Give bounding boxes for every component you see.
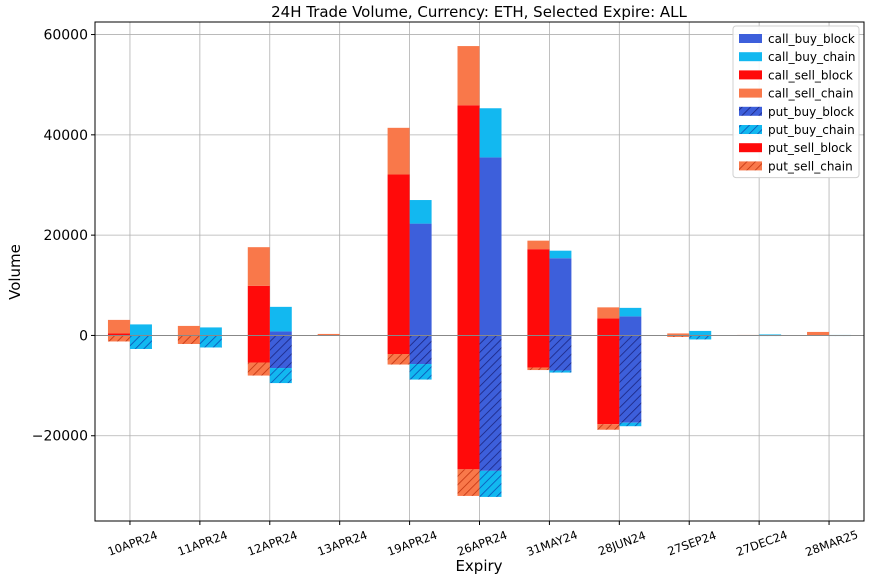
- bar-put-buy-block-12apr24: [269, 335, 292, 369]
- bar-put-sell-chain-28jun24: [597, 424, 620, 430]
- y-tick-label: 40000: [43, 128, 88, 144]
- x-tick-label-31may24: 31MAY24: [525, 528, 580, 559]
- bar-put-sell-chain-10apr24: [107, 335, 130, 342]
- bar-call-sell-chain-28jun24: [597, 307, 620, 319]
- bar-put-sell-block-12apr24: [247, 335, 270, 363]
- bar-put-buy-chain-10apr24: [129, 335, 152, 349]
- y-tick-label: −20000: [32, 429, 88, 445]
- bar-put-buy-block-31may24: [549, 335, 572, 371]
- legend-swatch-call-buy-chain: [739, 52, 762, 62]
- bar-put-sell-chain-11apr24: [177, 335, 200, 344]
- legend-swatch-call-sell-block: [739, 70, 762, 80]
- bar-put-sell-block-28jun24: [597, 335, 620, 425]
- y-tick-label: 60000: [43, 28, 88, 44]
- bar-call-sell-chain-19apr24: [387, 127, 410, 175]
- legend-swatch-put-buy-chain: [739, 125, 762, 134]
- bar-put-buy-chain-31may24: [549, 370, 572, 373]
- y-tick-label: 0: [79, 328, 88, 344]
- bar-put-sell-chain-26apr24: [457, 469, 480, 496]
- bar-call-sell-chain-26apr24: [457, 46, 480, 106]
- bar-call-buy-chain-19apr24: [409, 200, 432, 224]
- bar-put-sell-chain-12apr24: [247, 362, 270, 376]
- bar-put-buy-block-19apr24: [409, 335, 432, 365]
- bar-call-buy-chain-31may24: [549, 250, 572, 259]
- bar-call-sell-block-28jun24: [597, 318, 620, 336]
- bar-call-sell-chain-13apr24: [317, 333, 340, 336]
- legend-swatch-call-buy-block: [739, 34, 762, 43]
- legend-label-call-buy-chain: call_buy_chain: [768, 50, 855, 64]
- bar-call-sell-block-31may24: [527, 249, 550, 336]
- y-axis-label: Volume: [6, 244, 24, 300]
- bar-call-buy-chain-27sep24: [689, 330, 712, 336]
- bar-call-buy-chain-26apr24: [479, 108, 502, 158]
- legend-frame: [732, 25, 860, 179]
- bar-call-sell-chain-31may24: [527, 240, 550, 250]
- x-tick-label-26apr24: 26APR24: [455, 528, 509, 559]
- bar-call-buy-chain-27dec24: [759, 334, 782, 336]
- bar-call-sell-block-26apr24: [457, 105, 480, 336]
- legend-label-put-sell-chain: put_sell_chain: [768, 159, 853, 173]
- x-tick-label-12apr24: 12APR24: [246, 528, 300, 559]
- bar-put-sell-chain-31may24: [527, 367, 550, 371]
- x-tick-label-10apr24: 10APR24: [106, 528, 160, 559]
- bar-call-sell-chain-11apr24: [177, 325, 200, 336]
- bar-call-sell-block-10apr24: [107, 333, 130, 336]
- chart-title: 24H Trade Volume, Currency: ETH, Selecte…: [271, 3, 687, 21]
- bar-call-sell-chain-10apr24: [107, 319, 130, 334]
- bar-call-buy-block-12apr24: [269, 331, 292, 336]
- x-tick-label-27dec24: 27DEC24: [734, 528, 789, 559]
- x-axis-label: Expiry: [455, 557, 502, 575]
- bar-put-buy-chain-26apr24: [479, 470, 502, 497]
- bar-call-buy-block-19apr24: [409, 223, 432, 336]
- legend-label-put-buy-chain: put_buy_chain: [768, 123, 855, 137]
- legend-label-put-sell-block: put_sell_block: [768, 141, 852, 155]
- bar-call-sell-chain-28mar25: [807, 331, 830, 336]
- bar-call-buy-block-28jun24: [619, 316, 642, 336]
- bar-put-buy-chain-12apr24: [269, 368, 292, 384]
- legend-swatch-put-sell-block: [739, 143, 762, 153]
- bars-group: [107, 46, 852, 497]
- bar-put-buy-block-28jun24: [619, 335, 642, 423]
- bar-put-buy-chain-11apr24: [199, 335, 222, 348]
- x-axis-ticks: 10APR24 11APR24 12APR24 13APR24 19APR24 26APR…: [106, 521, 860, 559]
- x-tick-label-28jun24: 28JUN24: [596, 528, 647, 558]
- bar-call-buy-chain-28jun24: [619, 307, 642, 317]
- bar-call-sell-chain-27sep24: [667, 333, 690, 336]
- legend-label-call-sell-chain: call_sell_chain: [768, 87, 853, 101]
- x-tick-label-28mar25: 28MAR25: [803, 527, 860, 559]
- legend-swatch-put-buy-block: [739, 106, 762, 116]
- legend-label-put-buy-block: put_buy_block: [768, 105, 854, 119]
- y-axis-ticks: −20000 0 20000 40000 60000: [32, 28, 95, 445]
- bar-put-sell-block-26apr24: [457, 335, 480, 470]
- bar-call-sell-block-12apr24: [247, 285, 270, 336]
- bar-put-buy-chain-19apr24: [409, 364, 432, 380]
- bar-call-buy-chain-10apr24: [129, 324, 152, 336]
- bar-put-sell-chain-27sep24: [667, 335, 690, 337]
- legend: call_buy_block call_buy_chain call_sell_bl…: [732, 25, 860, 179]
- bar-put-sell-block-19apr24: [387, 335, 410, 354]
- legend-swatch-put-sell-chain: [739, 161, 762, 171]
- x-tick-label-27sep24: 27SEP24: [666, 528, 719, 559]
- bar-call-sell-block-19apr24: [387, 174, 410, 336]
- bar-call-buy-block-31may24: [549, 258, 572, 336]
- bar-call-buy-chain-11apr24: [199, 327, 222, 336]
- legend-label-call-buy-block: call_buy_block: [768, 32, 855, 46]
- bar-call-sell-chain-12apr24: [247, 247, 270, 286]
- legend-label-call-sell-block: call_sell_block: [768, 68, 853, 82]
- x-tick-label-13apr24: 13APR24: [315, 528, 369, 559]
- bar-call-buy-block-26apr24: [479, 157, 502, 336]
- bar-put-buy-block-26apr24: [479, 335, 502, 471]
- bar-put-sell-block-31may24: [527, 335, 550, 368]
- x-tick-label-19apr24: 19APR24: [385, 528, 439, 559]
- bar-call-buy-chain-12apr24: [269, 306, 292, 332]
- x-tick-label-11apr24: 11APR24: [176, 528, 230, 559]
- y-tick-label: 20000: [43, 228, 88, 244]
- bar-put-sell-chain-19apr24: [387, 353, 410, 365]
- legend-swatch-call-sell-chain: [739, 88, 762, 98]
- bar-put-buy-chain-28jun24: [619, 422, 642, 427]
- bar-put-buy-chain-27sep24: [689, 335, 712, 340]
